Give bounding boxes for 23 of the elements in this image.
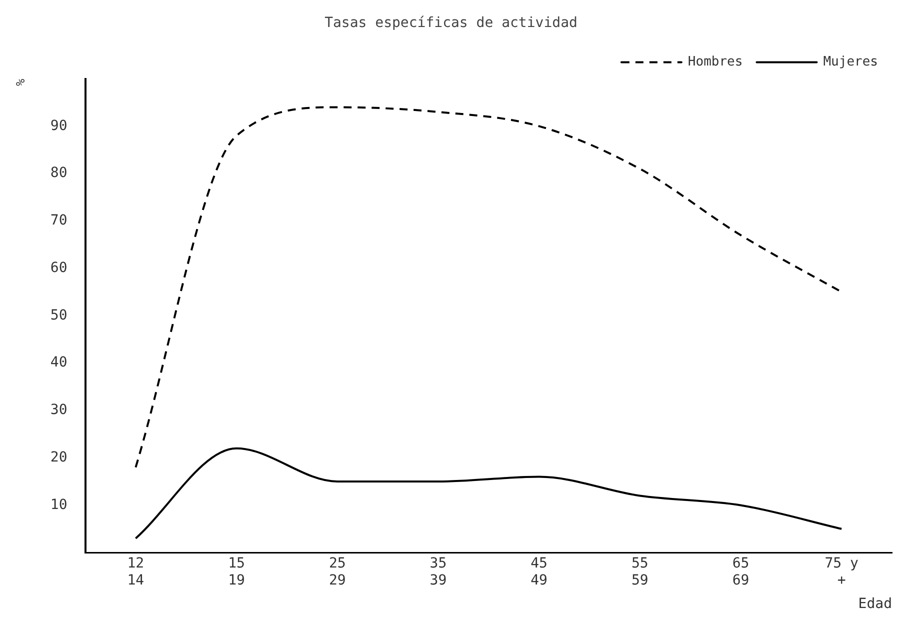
- x-tick-label: 55 59: [631, 556, 648, 588]
- y-tick-label: 20: [50, 449, 68, 466]
- y-tick-label: 10: [50, 496, 68, 513]
- x-tick-label: 12 14: [127, 556, 144, 588]
- x-tick-label: 75 y +: [824, 556, 858, 588]
- x-tick-label: 15 19: [228, 556, 245, 588]
- y-tick-label: 40: [50, 354, 68, 371]
- y-tick-label: 50: [50, 307, 68, 324]
- x-tick-label: 45 49: [530, 556, 548, 588]
- y-tick-label: 70: [50, 212, 68, 229]
- chart-title: Tasas específicas de actividad: [324, 15, 578, 32]
- y-axis-title: %: [13, 78, 28, 86]
- x-axis-title: Edad: [858, 596, 892, 612]
- x-tick-label: 65 69: [732, 556, 750, 588]
- line-series: [134, 447, 843, 540]
- x-tick-label: 25 29: [328, 556, 346, 588]
- legend-label: Mujeres: [823, 54, 878, 70]
- legend-label: Hombres: [688, 54, 743, 70]
- y-tick-label: 80: [50, 165, 68, 182]
- y-tick-label: 60: [50, 260, 68, 276]
- y-tick-label: 90: [50, 118, 68, 134]
- x-tick-label: 35 39: [430, 556, 447, 588]
- y-tick-label: 30: [50, 402, 68, 418]
